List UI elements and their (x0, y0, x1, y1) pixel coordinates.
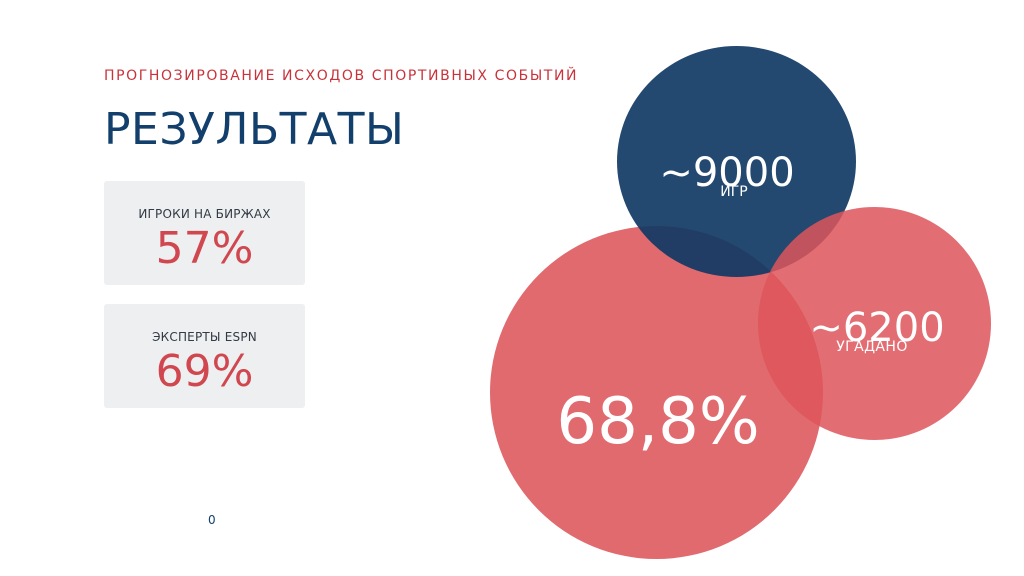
stat-card-exchange-players: ИГРОКИ НА БИРЖАХ 57% (104, 181, 305, 285)
page-number: 0 (208, 513, 216, 527)
accuracy-value: 68,8% (556, 385, 760, 459)
stat-label: ЭКСПЕРТЫ ESPN (152, 330, 257, 344)
slide-subtitle: ПРОГНОЗИРОВАНИЕ ИСХОДОВ СПОРТИВНЫХ СОБЫТ… (104, 68, 579, 84)
stat-value: 57% (155, 223, 254, 274)
guessed-circle (758, 207, 991, 440)
stat-card-espn-experts: ЭКСПЕРТЫ ESPN 69% (104, 304, 305, 408)
games-value: ~9000 (659, 150, 795, 196)
games-label: ИГР (720, 184, 748, 200)
slide-title: РЕЗУЛЬТАТЫ (104, 104, 405, 155)
guessed-label: УГАДАНО (836, 339, 908, 355)
stat-value: 69% (155, 346, 254, 397)
guessed-value: ~6200 (809, 305, 945, 351)
stat-label: ИГРОКИ НА БИРЖАХ (138, 207, 271, 221)
